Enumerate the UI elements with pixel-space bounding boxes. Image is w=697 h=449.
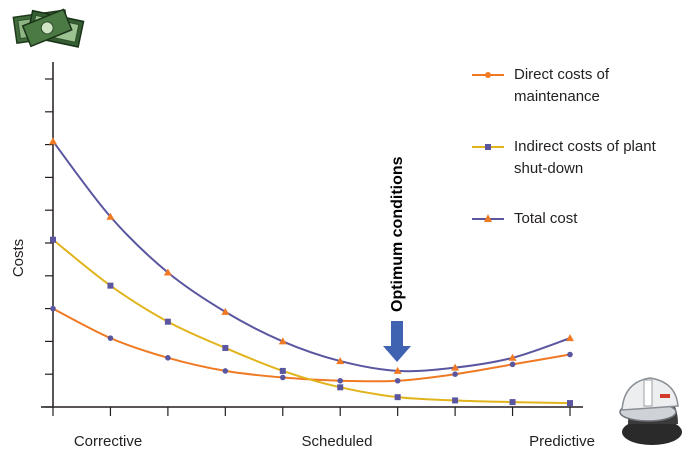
legend-item-total-cost: Total cost [472, 208, 664, 230]
data-point [452, 397, 459, 404]
data-point [222, 344, 229, 351]
data-point [279, 374, 286, 381]
data-point [107, 335, 114, 341]
data-point [163, 268, 172, 276]
series-line [52, 140, 571, 373]
optimum-annotation: Optimum conditions [383, 156, 411, 362]
money-banknotes-icon [12, 8, 85, 48]
data-point [566, 334, 574, 342]
data-point [394, 394, 401, 401]
x-axis-ticks [52, 407, 571, 416]
legend-swatch-square-icon [472, 144, 504, 150]
x-tick-label: Scheduled [302, 433, 373, 449]
legend-label: Total cost [514, 210, 578, 227]
data-point [278, 337, 287, 345]
legend-swatch-triangle-icon [472, 214, 504, 222]
data-point [336, 357, 345, 365]
data-point [50, 236, 56, 243]
data-point [222, 368, 229, 374]
series-3 [49, 137, 574, 374]
data-point [221, 307, 230, 315]
data-point [394, 377, 401, 384]
down-arrow-icon [383, 321, 411, 362]
data-point [452, 371, 458, 378]
x-tick-label: Predictive [529, 433, 595, 449]
data-point [49, 137, 57, 145]
data-point [393, 366, 402, 374]
data-point [509, 399, 516, 406]
series-line [52, 307, 571, 383]
legend-item-direct-costs: Direct costs of maintenance [472, 64, 664, 108]
data-point [337, 384, 344, 391]
y-axis-ticks [45, 78, 53, 408]
hard-hat-worker-icon [619, 377, 682, 445]
data-point [508, 353, 517, 361]
series-1 [50, 305, 573, 384]
data-point [509, 361, 516, 368]
data-point [451, 363, 460, 371]
legend-item-indirect-costs: Indirect costs of plant shut-down [472, 136, 664, 180]
x-tick-labels: Corrective Scheduled Predictive [74, 433, 595, 449]
y-axis-label: Costs [10, 239, 27, 277]
series-2 [50, 236, 573, 407]
data-point [279, 367, 286, 374]
optimum-conditions-label: Optimum conditions [389, 156, 406, 312]
series-layer [49, 137, 574, 407]
x-tick-label: Corrective [74, 433, 142, 449]
data-point [567, 400, 573, 407]
data-point [107, 282, 114, 289]
data-point [337, 377, 344, 384]
data-point [165, 355, 171, 361]
data-point [50, 305, 56, 312]
data-point [567, 351, 573, 358]
series-line [52, 238, 571, 405]
legend-label: Indirect costs of plant shut-down [514, 138, 656, 177]
legend-label: Direct costs of maintenance [514, 66, 610, 105]
legend-swatch-circle-icon [472, 72, 504, 78]
data-point [106, 212, 115, 220]
data-point [164, 318, 171, 325]
